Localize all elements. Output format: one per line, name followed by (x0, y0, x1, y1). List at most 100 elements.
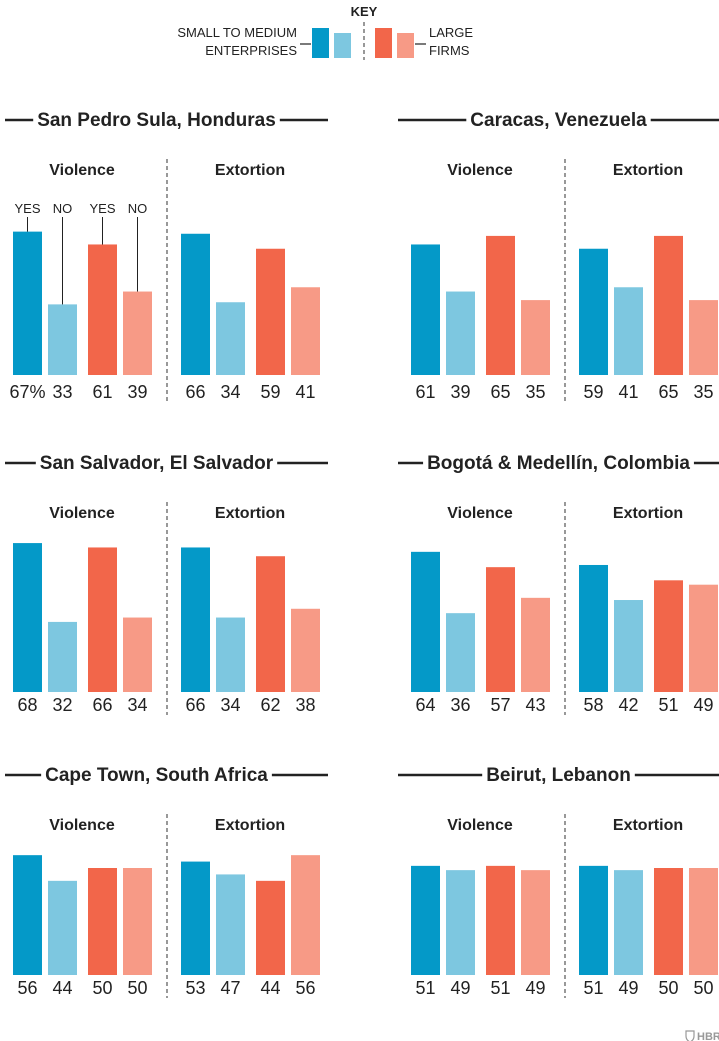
value-label: 34 (220, 382, 240, 402)
value-label: 49 (525, 978, 545, 998)
value-label: 33 (52, 382, 72, 402)
value-label: 41 (295, 382, 315, 402)
panel-cape-town-south-africa: Cape Town, South Africa Violence 56 44 50 50 E… (5, 765, 328, 998)
legend-swatch-large-no (397, 33, 414, 58)
group-label-extortion: Extortion (613, 505, 683, 522)
value-label: 36 (450, 695, 470, 715)
annotation-yes: YES (89, 201, 115, 216)
group-label-violence: Violence (447, 817, 513, 834)
bar-extortion-sme-no (614, 600, 643, 692)
bar-violence-large-yes (88, 547, 117, 692)
bar-extortion-sme-no (216, 302, 245, 375)
bar-extortion-sme-yes (181, 547, 210, 692)
bar-extortion-large-yes (256, 880, 285, 975)
bar-extortion-sme-no (614, 287, 643, 375)
value-label: 34 (220, 695, 240, 715)
value-label: 59 (583, 382, 603, 402)
shield-icon (685, 1030, 695, 1041)
value-label: 66 (185, 695, 205, 715)
value-label: 38 (295, 695, 315, 715)
value-label: 64 (415, 695, 435, 715)
bar-extortion-large-no (689, 584, 718, 692)
bar-violence-sme-no (48, 304, 77, 375)
value-label: 59 (260, 382, 280, 402)
bar-violence-large-no (521, 870, 550, 975)
group-label-violence: Violence (49, 505, 115, 522)
group-label-extortion: Extortion (215, 505, 285, 522)
value-label: 61 (92, 382, 112, 402)
value-label: 57 (490, 695, 510, 715)
value-label: 50 (658, 978, 678, 998)
value-label: 50 (693, 978, 713, 998)
city-panels: San Pedro Sula, Honduras Violence 67% 33 61 3… (5, 110, 719, 998)
bar-extortion-sme-no (216, 874, 245, 975)
legend-large-label-line1: LARGE (429, 25, 473, 40)
value-label: 53 (185, 978, 205, 998)
value-label: 49 (693, 695, 713, 715)
value-label: 50 (92, 978, 112, 998)
bar-extortion-sme-yes (181, 233, 210, 375)
bar-extortion-sme-yes (181, 861, 210, 975)
value-label: 49 (450, 978, 470, 998)
legend-swatch-large-yes (375, 28, 392, 58)
value-label: 58 (583, 695, 603, 715)
bar-violence-large-yes (88, 244, 117, 375)
value-label: 65 (490, 382, 510, 402)
value-label: 49 (618, 978, 638, 998)
value-label: 39 (127, 382, 147, 402)
bar-extortion-large-no (291, 287, 320, 375)
value-label: 56 (295, 978, 315, 998)
bar-violence-large-no (123, 617, 152, 692)
bar-extortion-large-no (291, 855, 320, 975)
bar-extortion-sme-no (216, 617, 245, 692)
legend-swatch-sme-no (334, 33, 351, 58)
value-label: 47 (220, 978, 240, 998)
panel-title: San Salvador, El Salvador (40, 453, 274, 474)
value-label: 32 (52, 695, 72, 715)
value-label: 44 (260, 978, 280, 998)
legend-swatch-sme-yes (312, 28, 329, 58)
bar-violence-sme-no (446, 870, 475, 975)
value-label: 56 (17, 978, 37, 998)
bar-violence-sme-yes (13, 231, 42, 375)
bar-violence-sme-no (48, 880, 77, 975)
annotation-no: NO (128, 201, 148, 216)
value-label: 67% (9, 382, 45, 402)
value-label: 62 (260, 695, 280, 715)
group-label-violence: Violence (49, 162, 115, 179)
bar-violence-sme-yes (411, 865, 440, 975)
panel-title: Bogotá & Medellín, Colombia (427, 453, 690, 474)
group-label-violence: Violence (447, 162, 513, 179)
legend-large-label-line2: FIRMS (429, 43, 470, 58)
value-label: 42 (618, 695, 638, 715)
logo-text: HBR (697, 1031, 719, 1041)
bar-extortion-large-yes (256, 556, 285, 692)
bar-violence-large-yes (486, 567, 515, 692)
group-label-violence: Violence (447, 505, 513, 522)
bar-violence-sme-no (48, 621, 77, 692)
value-label: 66 (185, 382, 205, 402)
value-label: 35 (525, 382, 545, 402)
value-label: 51 (658, 695, 678, 715)
legend-sme-label-line2: ENTERPRISES (205, 43, 297, 58)
bar-violence-sme-yes (411, 244, 440, 375)
group-label-extortion: Extortion (215, 162, 285, 179)
bar-extortion-large-yes (654, 235, 683, 375)
value-label: 61 (415, 382, 435, 402)
group-label-violence: Violence (49, 817, 115, 834)
value-label: 50 (127, 978, 147, 998)
annotation-yes: YES (14, 201, 40, 216)
value-label: 68 (17, 695, 37, 715)
bar-extortion-large-no (689, 868, 718, 975)
group-label-extortion: Extortion (215, 817, 285, 834)
bar-violence-large-yes (486, 235, 515, 375)
bar-violence-sme-yes (13, 855, 42, 975)
panel-bogota-and-medellin-colombia: Bogotá & Medellín, Colombia Violence 64 36 5… (398, 453, 719, 715)
bar-violence-sme-yes (411, 551, 440, 692)
bar-violence-large-yes (486, 865, 515, 975)
bar-violence-large-no (123, 291, 152, 375)
bar-extortion-sme-yes (579, 248, 608, 375)
bar-extortion-sme-yes (579, 564, 608, 692)
legend: KEY SMALL TO MEDIUM ENTERPRISES LARGE FI… (177, 4, 473, 60)
bar-violence-sme-yes (13, 543, 42, 692)
